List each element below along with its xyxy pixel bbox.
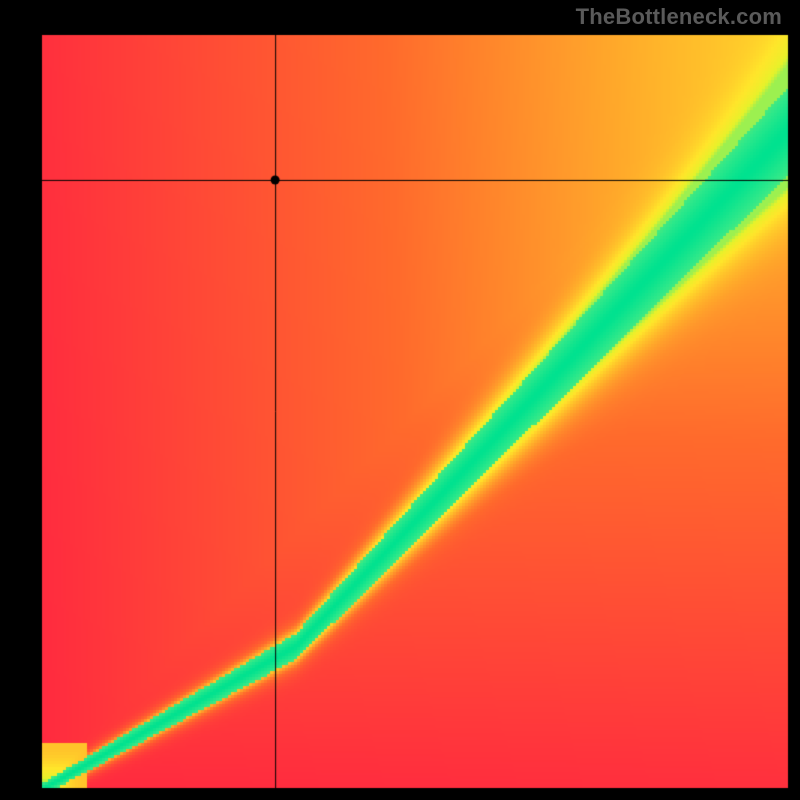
heatmap-chart: [0, 0, 800, 800]
watermark-text: TheBottleneck.com: [576, 4, 782, 30]
